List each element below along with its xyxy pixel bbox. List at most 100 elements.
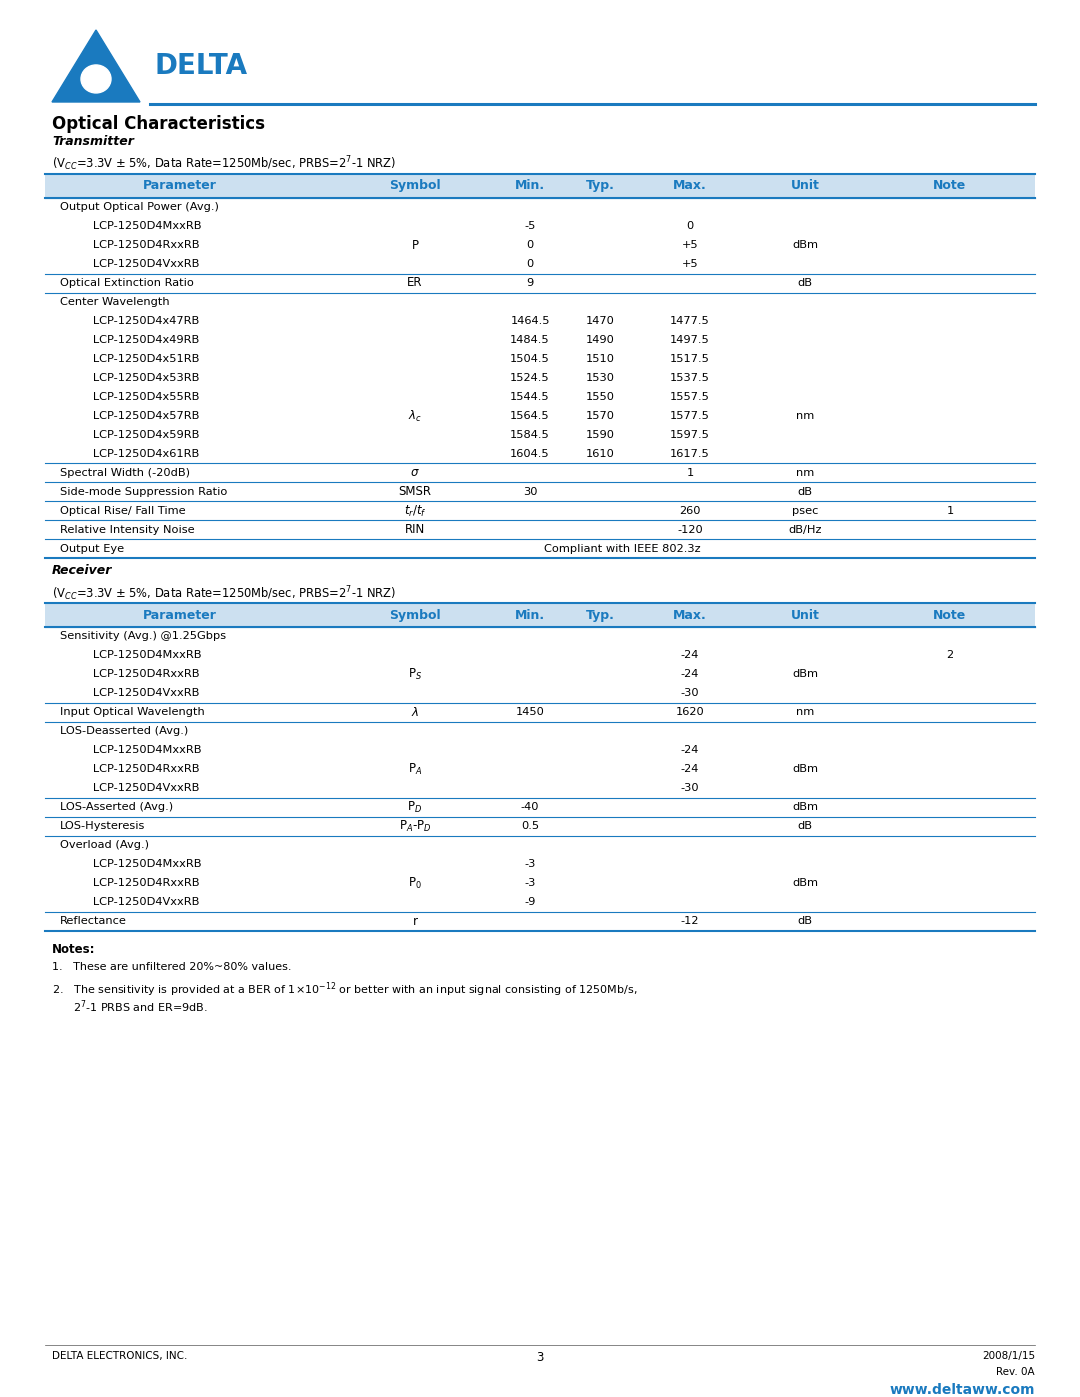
Text: 0.5: 0.5 bbox=[521, 821, 539, 831]
Text: Unit: Unit bbox=[791, 609, 820, 622]
Text: ER: ER bbox=[407, 277, 422, 289]
Text: DELTA ELECTRONICS, INC.: DELTA ELECTRONICS, INC. bbox=[52, 1351, 187, 1361]
Text: -30: -30 bbox=[680, 784, 700, 793]
Text: 1504.5: 1504.5 bbox=[510, 353, 550, 365]
Text: $\lambda$: $\lambda$ bbox=[410, 705, 419, 719]
Text: 2.   The sensitivity is provided at a BER of 1×10$^{-12}$ or better with an inpu: 2. The sensitivity is provided at a BER … bbox=[52, 981, 637, 999]
Text: Spectral Width (-20dB): Spectral Width (-20dB) bbox=[60, 468, 190, 478]
Text: Typ.: Typ. bbox=[585, 609, 615, 622]
Text: LCP-1250D4x61RB: LCP-1250D4x61RB bbox=[82, 448, 199, 460]
Text: 2: 2 bbox=[946, 651, 954, 661]
Text: 1570: 1570 bbox=[585, 411, 615, 420]
Text: 2$^7$-1 PRBS and ER=9dB.: 2$^7$-1 PRBS and ER=9dB. bbox=[52, 999, 207, 1016]
Text: 9: 9 bbox=[526, 278, 534, 288]
Text: nm: nm bbox=[796, 707, 814, 718]
Text: Min.: Min. bbox=[515, 179, 545, 193]
Text: dB/Hz: dB/Hz bbox=[788, 525, 822, 535]
Text: 30: 30 bbox=[523, 488, 537, 497]
Text: nm: nm bbox=[796, 411, 814, 420]
Text: 1584.5: 1584.5 bbox=[510, 430, 550, 440]
Text: Rev. 0A: Rev. 0A bbox=[997, 1368, 1035, 1377]
Text: Output Eye: Output Eye bbox=[60, 543, 124, 555]
Text: 1564.5: 1564.5 bbox=[510, 411, 550, 420]
Text: LCP-1250D4x53RB: LCP-1250D4x53RB bbox=[82, 373, 200, 383]
Text: LCP-1250D4x55RB: LCP-1250D4x55RB bbox=[82, 393, 200, 402]
Text: LCP-1250D4RxxRB: LCP-1250D4RxxRB bbox=[82, 879, 200, 888]
Text: Optical Extinction Ratio: Optical Extinction Ratio bbox=[60, 278, 194, 288]
Text: LCP-1250D4x59RB: LCP-1250D4x59RB bbox=[82, 430, 200, 440]
Text: $\sigma$: $\sigma$ bbox=[410, 467, 420, 479]
Text: dB: dB bbox=[797, 916, 812, 926]
Text: -24: -24 bbox=[680, 651, 699, 661]
Text: P$_A$: P$_A$ bbox=[408, 761, 422, 777]
Text: dBm: dBm bbox=[792, 802, 818, 813]
Text: (V$_{CC}$=3.3V ± 5%, Data Rate=1250Mb/sec, PRBS=2$^7$-1 NRZ): (V$_{CC}$=3.3V ± 5%, Data Rate=1250Mb/se… bbox=[52, 155, 396, 173]
Text: 1530: 1530 bbox=[585, 373, 615, 383]
Text: LOS-Deasserted (Avg.): LOS-Deasserted (Avg.) bbox=[60, 726, 188, 736]
Text: dB: dB bbox=[797, 488, 812, 497]
Text: dB: dB bbox=[797, 278, 812, 288]
Text: 1464.5: 1464.5 bbox=[510, 316, 550, 326]
Text: 260: 260 bbox=[679, 506, 701, 515]
Text: $t_r$/$t_f$: $t_r$/$t_f$ bbox=[404, 503, 427, 518]
Text: 1617.5: 1617.5 bbox=[670, 448, 710, 460]
Text: Parameter: Parameter bbox=[143, 609, 217, 622]
Text: Output Optical Power (Avg.): Output Optical Power (Avg.) bbox=[60, 203, 219, 212]
Text: dBm: dBm bbox=[792, 879, 818, 888]
Text: dB: dB bbox=[797, 821, 812, 831]
Ellipse shape bbox=[81, 64, 111, 94]
Text: 1620: 1620 bbox=[676, 707, 704, 718]
Text: www.deltaww.com: www.deltaww.com bbox=[890, 1383, 1035, 1397]
Text: LCP-1250D4MxxRB: LCP-1250D4MxxRB bbox=[82, 651, 202, 661]
Text: Transmitter: Transmitter bbox=[52, 136, 134, 148]
Text: 1.   These are unfiltered 20%~80% values.: 1. These are unfiltered 20%~80% values. bbox=[52, 963, 292, 972]
Text: dBm: dBm bbox=[792, 764, 818, 774]
Text: LCP-1250D4x49RB: LCP-1250D4x49RB bbox=[82, 335, 199, 345]
Text: 1577.5: 1577.5 bbox=[670, 411, 710, 420]
Text: Sensitivity (Avg.) @1.25Gbps: Sensitivity (Avg.) @1.25Gbps bbox=[60, 631, 226, 641]
Text: LCP-1250D4MxxRB: LCP-1250D4MxxRB bbox=[82, 859, 202, 869]
Text: Parameter: Parameter bbox=[143, 179, 217, 193]
Text: 1604.5: 1604.5 bbox=[510, 448, 550, 460]
Text: LCP-1250D4RxxRB: LCP-1250D4RxxRB bbox=[82, 669, 200, 679]
Text: 1610: 1610 bbox=[585, 448, 615, 460]
Text: LCP-1250D4RxxRB: LCP-1250D4RxxRB bbox=[82, 764, 200, 774]
Text: 1524.5: 1524.5 bbox=[510, 373, 550, 383]
Text: 1557.5: 1557.5 bbox=[670, 393, 710, 402]
Text: -5: -5 bbox=[524, 221, 536, 231]
Text: 1537.5: 1537.5 bbox=[670, 373, 710, 383]
FancyBboxPatch shape bbox=[45, 175, 1035, 197]
Text: -40: -40 bbox=[521, 802, 539, 813]
Text: 1510: 1510 bbox=[585, 353, 615, 365]
Text: -3: -3 bbox=[524, 879, 536, 888]
Text: 1484.5: 1484.5 bbox=[510, 335, 550, 345]
Text: +5: +5 bbox=[681, 240, 699, 250]
Text: LCP-1250D4x47RB: LCP-1250D4x47RB bbox=[82, 316, 199, 326]
Text: P$_D$: P$_D$ bbox=[407, 800, 422, 814]
Text: Compliant with IEEE 802.3z: Compliant with IEEE 802.3z bbox=[544, 543, 701, 555]
Text: nm: nm bbox=[796, 468, 814, 478]
Text: 1490: 1490 bbox=[585, 335, 615, 345]
Text: 1: 1 bbox=[687, 468, 693, 478]
Text: -24: -24 bbox=[680, 669, 699, 679]
Text: +5: +5 bbox=[681, 258, 699, 270]
Text: 1477.5: 1477.5 bbox=[670, 316, 710, 326]
Text: Symbol: Symbol bbox=[389, 179, 441, 193]
Text: Side-mode Suppression Ratio: Side-mode Suppression Ratio bbox=[60, 488, 228, 497]
Text: Note: Note bbox=[933, 179, 967, 193]
Text: P$_S$: P$_S$ bbox=[408, 666, 422, 682]
Text: Optical Rise/ Fall Time: Optical Rise/ Fall Time bbox=[60, 506, 186, 515]
Text: -3: -3 bbox=[524, 859, 536, 869]
Text: 1: 1 bbox=[946, 506, 954, 515]
Text: LCP-1250D4VxxRB: LCP-1250D4VxxRB bbox=[82, 689, 200, 698]
Text: Notes:: Notes: bbox=[52, 943, 95, 956]
Text: LCP-1250D4VxxRB: LCP-1250D4VxxRB bbox=[82, 258, 200, 270]
Polygon shape bbox=[52, 29, 140, 102]
Text: (V$_{CC}$=3.3V ± 5%, Data Rate=1250Mb/sec, PRBS=2$^7$-1 NRZ): (V$_{CC}$=3.3V ± 5%, Data Rate=1250Mb/se… bbox=[52, 584, 396, 602]
Text: psec: psec bbox=[792, 506, 819, 515]
Text: LCP-1250D4RxxRB: LCP-1250D4RxxRB bbox=[82, 240, 200, 250]
Text: DELTA: DELTA bbox=[156, 52, 248, 80]
Text: LOS-Asserted (Avg.): LOS-Asserted (Avg.) bbox=[60, 802, 173, 813]
Text: Min.: Min. bbox=[515, 609, 545, 622]
Text: Max.: Max. bbox=[673, 609, 707, 622]
